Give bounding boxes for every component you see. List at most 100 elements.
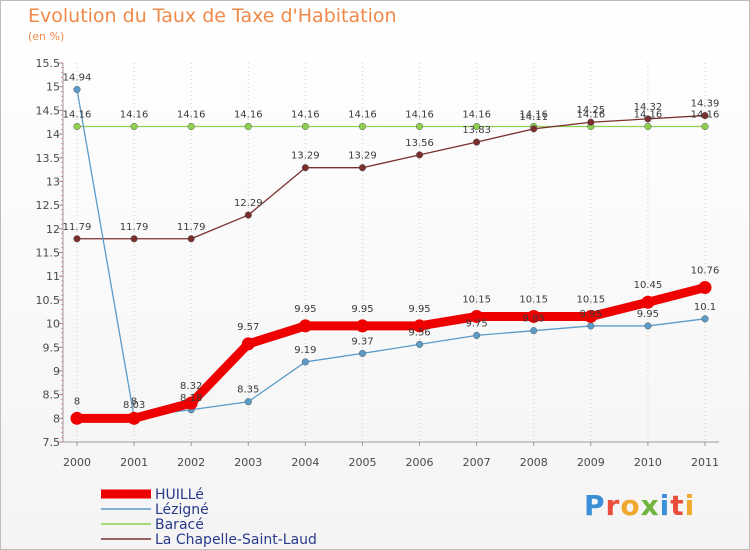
data-point bbox=[130, 235, 138, 243]
y-tick-label: 15 bbox=[46, 81, 60, 94]
data-point bbox=[127, 411, 141, 425]
x-tick-label: 2004 bbox=[291, 456, 319, 469]
y-tick-label: 13.5 bbox=[36, 152, 61, 165]
data-point bbox=[301, 164, 309, 172]
data-label: 8.35 bbox=[237, 385, 259, 396]
y-tick-label: 7.5 bbox=[43, 436, 61, 449]
logo-letter: x bbox=[640, 489, 660, 522]
data-point bbox=[415, 151, 424, 159]
data-label: 14.25 bbox=[576, 105, 605, 116]
x-tick-label: 2007 bbox=[463, 456, 491, 469]
x-tick-label: 2008 bbox=[520, 456, 548, 469]
data-point bbox=[301, 358, 309, 366]
data-point bbox=[413, 319, 427, 333]
data-point bbox=[587, 322, 595, 330]
data-label: 8 bbox=[74, 396, 80, 407]
x-tick-label: 2011 bbox=[691, 456, 719, 469]
x-tick-label: 2005 bbox=[348, 456, 376, 469]
data-point bbox=[701, 112, 709, 120]
data-point bbox=[187, 235, 195, 243]
data-label: 14.16 bbox=[234, 109, 263, 120]
data-label: 14.16 bbox=[177, 109, 206, 120]
logo-letter: t bbox=[670, 489, 685, 522]
data-label: 9.56 bbox=[408, 327, 430, 338]
y-tick-label: 12.5 bbox=[36, 199, 61, 212]
data-point bbox=[187, 122, 195, 131]
data-label: 13.29 bbox=[348, 151, 377, 162]
x-tick-label: 2003 bbox=[234, 456, 262, 469]
x-tick-label: 2009 bbox=[577, 456, 605, 469]
data-label: 8.18 bbox=[180, 393, 202, 404]
proxiti-logo: Proxiti bbox=[584, 489, 695, 522]
y-tick-label: 15.5 bbox=[36, 57, 61, 70]
data-point bbox=[530, 327, 538, 335]
data-label: 13.29 bbox=[291, 151, 320, 162]
legend-label: Lézigné bbox=[155, 502, 209, 518]
data-label: 14.16 bbox=[405, 109, 434, 120]
data-point bbox=[584, 309, 598, 323]
x-tick-label: 2000 bbox=[63, 456, 91, 469]
data-point bbox=[241, 337, 255, 351]
data-label: 9.19 bbox=[294, 345, 316, 356]
data-label: 10.76 bbox=[691, 266, 720, 277]
legend-label: Baracé bbox=[155, 517, 204, 533]
data-label: 13.83 bbox=[462, 125, 491, 136]
data-label: 11.79 bbox=[177, 222, 206, 233]
data-point bbox=[301, 122, 309, 131]
data-label: 10.15 bbox=[519, 294, 548, 305]
data-point bbox=[644, 322, 652, 330]
data-label: 14.16 bbox=[462, 109, 491, 120]
data-label: 11.79 bbox=[63, 222, 92, 233]
grid-layer bbox=[76, 63, 706, 442]
unit-label: (en %) bbox=[28, 30, 65, 43]
data-label: 9.37 bbox=[351, 336, 373, 347]
y-tick-label: 14 bbox=[46, 128, 60, 141]
data-label: 9.95 bbox=[351, 304, 373, 315]
data-point bbox=[415, 122, 424, 131]
data-point bbox=[527, 309, 541, 323]
y-tick-label: 14.5 bbox=[36, 104, 61, 117]
y-tick-label: 8.5 bbox=[43, 389, 61, 402]
series-line bbox=[76, 114, 706, 240]
data-point bbox=[587, 118, 595, 126]
series-layer bbox=[70, 85, 712, 425]
data-point bbox=[298, 319, 312, 333]
data-label: 13.56 bbox=[405, 138, 434, 149]
y-tick-label: 13 bbox=[46, 175, 60, 188]
data-point bbox=[473, 331, 481, 339]
data-label: 9.95 bbox=[580, 309, 602, 320]
y-tick-label: 9 bbox=[53, 365, 60, 378]
data-point bbox=[70, 411, 84, 425]
data-point bbox=[415, 340, 424, 348]
data-label: 9.95 bbox=[294, 304, 316, 315]
logo-letter: i bbox=[659, 489, 671, 522]
data-label: 9.85 bbox=[523, 314, 545, 325]
data-point bbox=[473, 122, 481, 131]
data-label: 11.79 bbox=[120, 222, 149, 233]
data-label-layer: 8 8 8.32 9.57 9.95 9.95 9.95 10.15 10.15 10.15 10.… bbox=[63, 73, 720, 411]
data-point bbox=[73, 85, 81, 94]
data-point bbox=[358, 164, 367, 172]
legend-label: La Chapelle-Saint-Laud bbox=[155, 532, 317, 548]
data-point bbox=[470, 309, 484, 323]
data-point bbox=[701, 315, 709, 323]
data-label: 14.16 bbox=[120, 109, 149, 120]
data-point bbox=[130, 122, 138, 131]
data-label: 10.15 bbox=[462, 294, 491, 305]
data-label: 9.95 bbox=[408, 304, 430, 315]
data-point bbox=[184, 396, 198, 410]
data-point bbox=[244, 211, 252, 219]
chart-title: Evolution du Taux de Taxe d'Habitation bbox=[28, 5, 397, 27]
logo-letter: P bbox=[584, 489, 606, 522]
data-point bbox=[473, 138, 481, 146]
data-label: 14.94 bbox=[63, 73, 92, 84]
logo-letter: r bbox=[605, 489, 621, 522]
data-label: 10.1 bbox=[694, 302, 716, 313]
data-point bbox=[698, 281, 712, 295]
data-label: 9.75 bbox=[466, 318, 488, 329]
y-tick-label: 11 bbox=[46, 270, 60, 283]
data-label: 8.32 bbox=[180, 381, 202, 392]
